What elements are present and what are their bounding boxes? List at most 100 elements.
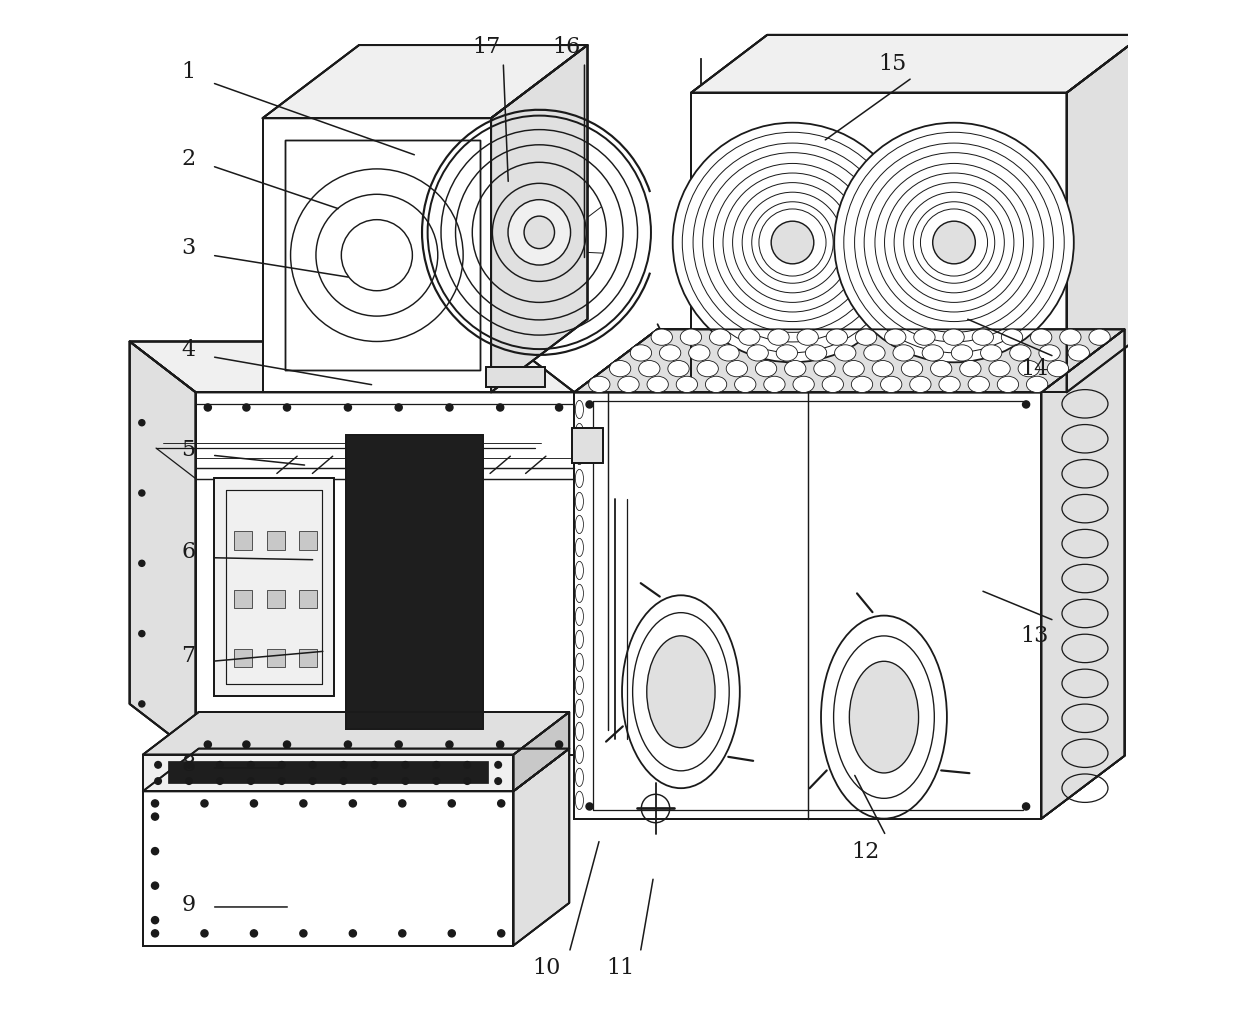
Polygon shape [691, 93, 1066, 392]
Ellipse shape [151, 882, 159, 889]
Ellipse shape [706, 377, 727, 393]
Text: 6: 6 [181, 541, 196, 563]
Ellipse shape [433, 761, 440, 769]
Ellipse shape [647, 377, 668, 393]
Text: 8: 8 [181, 754, 196, 776]
Ellipse shape [681, 329, 702, 345]
Ellipse shape [893, 345, 914, 361]
Ellipse shape [930, 360, 952, 377]
Ellipse shape [843, 360, 864, 377]
Polygon shape [486, 366, 544, 387]
Ellipse shape [201, 800, 208, 807]
Ellipse shape [139, 700, 145, 706]
Ellipse shape [739, 329, 760, 345]
Ellipse shape [250, 929, 258, 937]
Ellipse shape [309, 761, 316, 769]
Polygon shape [346, 435, 482, 729]
Polygon shape [1042, 329, 1125, 818]
Ellipse shape [589, 377, 610, 393]
Ellipse shape [371, 778, 378, 785]
Ellipse shape [508, 200, 570, 265]
Ellipse shape [990, 360, 1011, 377]
Ellipse shape [495, 761, 501, 769]
Polygon shape [130, 341, 196, 754]
Ellipse shape [856, 329, 877, 345]
Ellipse shape [806, 345, 827, 361]
Ellipse shape [248, 761, 254, 769]
Text: 13: 13 [1021, 625, 1048, 646]
Polygon shape [573, 428, 603, 463]
Ellipse shape [639, 360, 660, 377]
Ellipse shape [884, 329, 906, 345]
Ellipse shape [151, 929, 159, 937]
Ellipse shape [396, 404, 402, 411]
Polygon shape [130, 341, 574, 392]
Ellipse shape [872, 360, 894, 377]
Ellipse shape [981, 345, 1002, 361]
Ellipse shape [525, 216, 554, 248]
Ellipse shape [433, 778, 440, 785]
Ellipse shape [402, 761, 409, 769]
Ellipse shape [350, 800, 356, 807]
Ellipse shape [186, 761, 192, 769]
Ellipse shape [1023, 401, 1029, 408]
Ellipse shape [835, 123, 1074, 362]
Ellipse shape [901, 360, 923, 377]
Ellipse shape [243, 404, 250, 411]
Ellipse shape [201, 929, 208, 937]
Ellipse shape [151, 848, 159, 855]
Polygon shape [143, 712, 569, 754]
Ellipse shape [155, 761, 161, 769]
Ellipse shape [139, 560, 145, 566]
Text: 16: 16 [552, 36, 580, 58]
Ellipse shape [284, 741, 290, 748]
Ellipse shape [932, 221, 976, 264]
Ellipse shape [243, 741, 250, 748]
Ellipse shape [340, 778, 347, 785]
Ellipse shape [446, 404, 453, 411]
Ellipse shape [345, 741, 351, 748]
Ellipse shape [746, 345, 769, 361]
Ellipse shape [556, 741, 563, 748]
Ellipse shape [727, 360, 748, 377]
Bar [169, 760, 489, 783]
Ellipse shape [399, 929, 405, 937]
Ellipse shape [399, 800, 405, 807]
Polygon shape [513, 712, 569, 791]
Ellipse shape [217, 778, 223, 785]
Bar [234, 531, 253, 550]
Text: 3: 3 [181, 237, 196, 260]
Ellipse shape [155, 778, 161, 785]
Ellipse shape [205, 404, 211, 411]
Ellipse shape [997, 377, 1018, 393]
Ellipse shape [822, 377, 843, 393]
Text: 4: 4 [181, 339, 196, 360]
Ellipse shape [864, 345, 885, 361]
Ellipse shape [910, 377, 931, 393]
Ellipse shape [497, 404, 503, 411]
Ellipse shape [755, 360, 776, 377]
Polygon shape [263, 118, 491, 392]
Bar [267, 649, 285, 668]
Ellipse shape [785, 360, 806, 377]
Ellipse shape [151, 916, 159, 923]
Ellipse shape [849, 662, 919, 773]
Ellipse shape [587, 401, 593, 408]
Ellipse shape [660, 345, 681, 361]
Ellipse shape [497, 741, 503, 748]
Ellipse shape [1009, 345, 1030, 361]
Bar [267, 531, 285, 550]
Ellipse shape [151, 813, 159, 821]
Text: 10: 10 [533, 957, 560, 979]
Ellipse shape [618, 377, 639, 393]
Ellipse shape [464, 761, 470, 769]
Polygon shape [574, 329, 1125, 392]
Ellipse shape [676, 377, 698, 393]
Ellipse shape [497, 800, 505, 807]
Ellipse shape [942, 329, 965, 345]
Ellipse shape [792, 377, 815, 393]
Text: 11: 11 [606, 957, 634, 979]
Ellipse shape [797, 329, 818, 345]
Ellipse shape [697, 360, 718, 377]
Ellipse shape [1048, 360, 1069, 377]
